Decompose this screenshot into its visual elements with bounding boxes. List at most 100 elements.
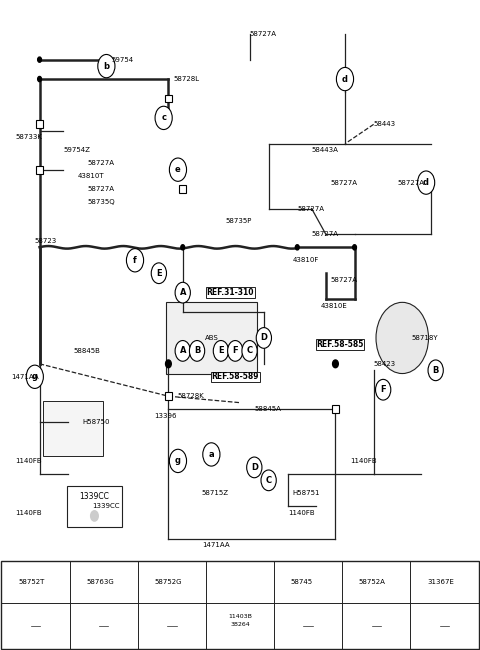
Circle shape [37, 77, 41, 82]
Circle shape [190, 341, 204, 361]
Circle shape [166, 360, 171, 368]
Circle shape [98, 55, 115, 78]
Text: a: a [6, 578, 11, 587]
Circle shape [411, 574, 424, 591]
Text: 43810T: 43810T [78, 173, 104, 179]
Circle shape [247, 457, 262, 478]
Text: 58752T: 58752T [18, 579, 45, 585]
FancyBboxPatch shape [165, 95, 172, 102]
FancyBboxPatch shape [371, 619, 382, 632]
Text: 38264: 38264 [230, 622, 250, 627]
Text: REF.31-310: REF.31-310 [206, 288, 254, 297]
Text: A: A [180, 288, 186, 297]
Circle shape [91, 511, 98, 521]
Text: 58715Z: 58715Z [202, 490, 229, 497]
Text: 1140FB: 1140FB [16, 458, 42, 464]
Text: c: c [143, 578, 147, 587]
Text: 58845B: 58845B [73, 348, 100, 354]
Circle shape [126, 249, 144, 272]
Text: 58735P: 58735P [226, 218, 252, 224]
Text: ABS: ABS [204, 335, 218, 341]
Text: 58727A: 58727A [87, 186, 114, 192]
Text: 58733K: 58733K [16, 135, 43, 140]
Text: 11403B: 11403B [228, 614, 252, 619]
Text: 58752A: 58752A [359, 579, 386, 585]
Circle shape [175, 341, 191, 361]
Text: 58845A: 58845A [254, 406, 281, 412]
Text: B: B [432, 366, 439, 375]
Circle shape [375, 380, 391, 400]
Text: 59754: 59754 [111, 57, 133, 62]
Text: REF.58-589: REF.58-589 [211, 372, 259, 382]
FancyBboxPatch shape [179, 185, 186, 193]
Circle shape [26, 365, 43, 389]
Circle shape [175, 282, 191, 303]
Text: 58727A: 58727A [312, 231, 338, 237]
Text: 58727A: 58727A [397, 179, 424, 186]
FancyBboxPatch shape [29, 619, 41, 632]
Text: 13396: 13396 [154, 413, 177, 419]
Circle shape [242, 341, 257, 361]
Text: 58423: 58423 [373, 361, 396, 367]
Text: 1471AA: 1471AA [202, 542, 229, 548]
Text: 31367E: 31367E [427, 579, 454, 585]
Text: d: d [423, 178, 429, 187]
Text: b: b [74, 578, 80, 587]
Circle shape [256, 328, 272, 348]
Circle shape [155, 106, 172, 129]
Text: 58728K: 58728K [178, 393, 204, 399]
Text: REF.58-585: REF.58-585 [316, 340, 364, 349]
Text: 58727A: 58727A [297, 205, 324, 211]
Text: g: g [415, 578, 420, 587]
Text: d: d [210, 578, 216, 587]
Circle shape [261, 470, 276, 491]
Text: 43810F: 43810F [292, 257, 319, 263]
FancyBboxPatch shape [98, 619, 109, 632]
Circle shape [418, 171, 435, 194]
Text: 58443: 58443 [373, 122, 396, 127]
Circle shape [336, 68, 354, 91]
Text: d: d [342, 75, 348, 84]
Circle shape [169, 158, 187, 181]
Circle shape [71, 574, 83, 591]
Text: b: b [103, 62, 109, 71]
Text: g: g [32, 372, 38, 382]
Text: 58727A: 58727A [250, 31, 276, 37]
Circle shape [333, 360, 338, 368]
FancyBboxPatch shape [43, 401, 103, 456]
Text: C: C [265, 476, 272, 485]
Text: 43810E: 43810E [321, 303, 348, 309]
Circle shape [275, 574, 288, 591]
Text: f: f [348, 578, 351, 587]
Text: e: e [175, 165, 181, 174]
Circle shape [353, 245, 357, 250]
Text: F: F [380, 385, 386, 394]
Text: 58727A: 58727A [331, 179, 358, 186]
Text: 59754Z: 59754Z [63, 148, 90, 153]
Text: 58728L: 58728L [173, 76, 199, 82]
Text: 58723: 58723 [35, 238, 57, 244]
FancyBboxPatch shape [67, 486, 121, 527]
Text: 58745: 58745 [291, 579, 313, 585]
Text: D: D [251, 463, 258, 472]
Circle shape [295, 245, 299, 250]
Circle shape [151, 263, 167, 283]
Text: 58718Y: 58718Y [412, 335, 438, 341]
Text: 58735Q: 58735Q [87, 199, 115, 205]
Circle shape [376, 302, 429, 374]
Circle shape [167, 115, 170, 120]
FancyBboxPatch shape [1, 561, 479, 649]
FancyBboxPatch shape [165, 393, 172, 400]
Circle shape [228, 341, 243, 361]
Text: 1339CC: 1339CC [80, 492, 109, 501]
FancyBboxPatch shape [36, 120, 43, 128]
Text: E: E [156, 268, 162, 278]
FancyBboxPatch shape [332, 405, 339, 413]
Circle shape [37, 57, 41, 62]
Text: 1140FB: 1140FB [288, 510, 314, 515]
Circle shape [169, 449, 187, 473]
Text: 1471AA: 1471AA [11, 374, 38, 380]
Text: H58751: H58751 [292, 490, 320, 497]
Circle shape [2, 574, 15, 591]
FancyBboxPatch shape [439, 619, 451, 632]
